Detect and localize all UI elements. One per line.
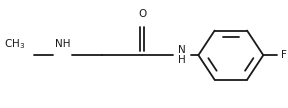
Text: O: O (138, 9, 146, 19)
Text: N
H: N H (178, 45, 186, 65)
Text: F: F (281, 50, 286, 60)
Text: CH$_3$: CH$_3$ (4, 37, 26, 51)
Text: NH: NH (55, 39, 70, 49)
